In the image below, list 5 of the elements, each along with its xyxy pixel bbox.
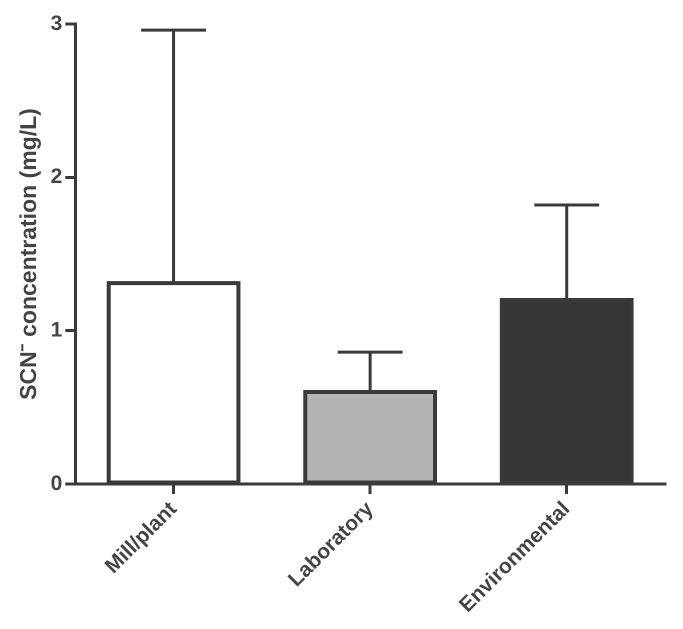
y-tick-label: 0 [50,472,62,495]
y-tick-label: 3 [50,12,62,35]
y-tick-label: 2 [50,165,62,188]
y-tick-label: 1 [50,318,63,342]
y-axis-title: SCN⁻ concentration (mg/L) [15,108,42,400]
